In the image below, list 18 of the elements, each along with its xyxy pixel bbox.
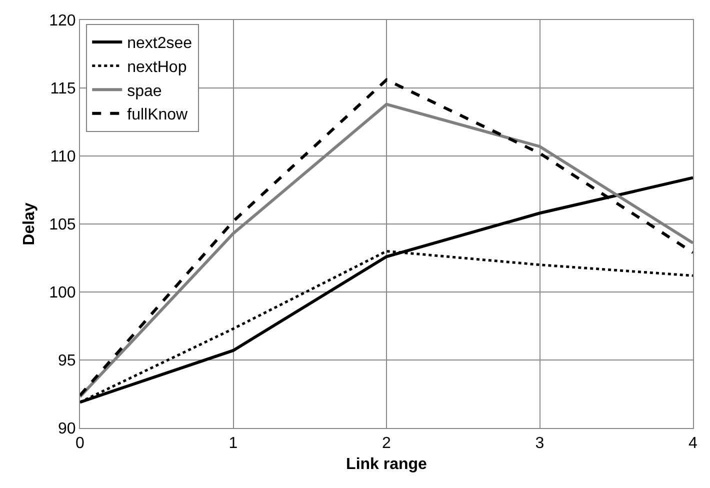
y-tick-label: 110 [50,148,76,166]
y-tick-label: 95 [58,352,76,370]
legend-label: spae [127,82,162,100]
y-tick-label: 90 [58,420,76,438]
y-tick-label: 105 [49,216,76,234]
y-tick-label: 115 [50,80,76,98]
x-tick-label: 2 [382,435,392,452]
x-tick-label: 0 [76,435,85,452]
legend-label: next2see [127,35,192,52]
x-tick-label: 1 [228,435,238,452]
x-tick-label: 4 [688,435,698,452]
legend-label: nextHop [127,59,187,76]
legend-label: fullKnow [127,106,188,124]
y-tick-label: 100 [49,284,76,302]
y-axis-title: Delay [20,202,38,246]
x-tick-label: 3 [535,435,544,452]
y-tick-label: 120 [49,12,76,30]
x-axis-title: Link range [346,456,428,473]
